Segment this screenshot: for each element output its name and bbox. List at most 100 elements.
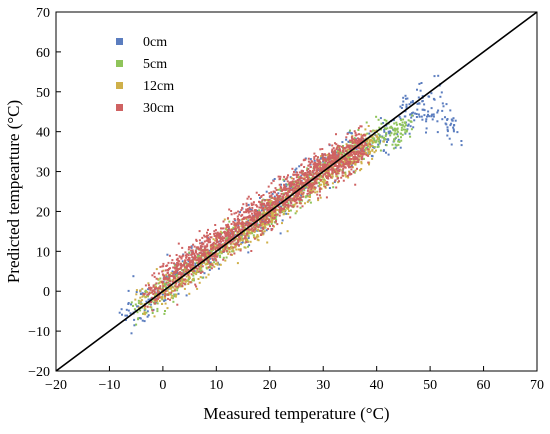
point-30cm (222, 258, 225, 261)
x-tick-label: −10 (98, 378, 120, 393)
point-30cm (269, 225, 271, 228)
point-30cm (267, 219, 270, 222)
point-30cm (266, 209, 269, 212)
point-30cm (281, 195, 284, 198)
point-30cm (293, 170, 295, 173)
point-30cm (203, 252, 206, 255)
point-0cm (445, 103, 448, 106)
x-tick-label: 30 (316, 378, 330, 393)
point-30cm (306, 169, 309, 172)
point-12cm (219, 230, 222, 233)
point-12cm (365, 140, 368, 143)
point-12cm (309, 188, 312, 191)
point-12cm (225, 227, 228, 230)
point-30cm (213, 230, 216, 233)
point-30cm (193, 257, 196, 260)
point-5cm (192, 274, 195, 277)
point-5cm (275, 218, 278, 221)
point-30cm (338, 169, 341, 172)
point-30cm (225, 249, 228, 252)
point-30cm (322, 174, 325, 177)
point-30cm (259, 224, 262, 227)
point-12cm (174, 295, 177, 298)
point-30cm (224, 242, 226, 245)
point-30cm (210, 236, 213, 239)
point-30cm (259, 203, 262, 206)
point-0cm (408, 103, 411, 106)
point-30cm (250, 202, 253, 205)
point-5cm (293, 180, 296, 183)
point-0cm (185, 294, 188, 297)
point-5cm (197, 254, 199, 257)
point-30cm (322, 159, 325, 162)
point-30cm (341, 170, 344, 173)
point-12cm (281, 222, 283, 225)
point-30cm (339, 160, 342, 163)
point-30cm (298, 177, 301, 180)
point-30cm (201, 253, 204, 255)
point-30cm (235, 223, 238, 226)
point-0cm (233, 233, 236, 236)
point-0cm (408, 132, 411, 135)
point-0cm (423, 109, 426, 112)
point-12cm (376, 138, 379, 141)
point-0cm (388, 132, 391, 135)
point-30cm (289, 204, 292, 207)
point-5cm (268, 223, 271, 226)
point-12cm (143, 311, 146, 314)
point-5cm (133, 308, 136, 311)
point-12cm (367, 143, 369, 146)
point-12cm (266, 198, 268, 201)
point-12cm (164, 296, 167, 299)
point-0cm (166, 276, 169, 279)
point-30cm (291, 182, 293, 185)
point-5cm (365, 121, 368, 124)
point-30cm (324, 158, 327, 161)
point-12cm (262, 233, 265, 236)
point-30cm (258, 214, 261, 216)
point-0cm (446, 118, 449, 120)
point-5cm (410, 120, 413, 123)
point-12cm (321, 178, 324, 181)
y-tick-label: 30 (36, 166, 50, 181)
point-12cm (158, 281, 161, 284)
point-30cm (218, 245, 221, 248)
point-5cm (396, 130, 399, 133)
point-30cm (267, 199, 270, 202)
point-30cm (336, 169, 339, 172)
point-12cm (345, 155, 348, 158)
point-30cm (224, 247, 227, 250)
point-30cm (332, 157, 335, 160)
point-0cm (309, 158, 312, 161)
point-12cm (171, 278, 174, 281)
point-30cm (216, 247, 219, 249)
point-30cm (329, 161, 332, 163)
point-5cm (165, 293, 168, 296)
point-0cm (273, 178, 276, 180)
point-30cm (354, 131, 357, 134)
point-12cm (371, 149, 374, 152)
point-30cm (282, 207, 285, 210)
point-5cm (374, 141, 377, 144)
point-12cm (266, 241, 269, 244)
point-30cm (336, 146, 339, 149)
point-30cm (309, 172, 312, 175)
point-5cm (177, 267, 180, 270)
point-30cm (173, 289, 176, 292)
point-30cm (245, 211, 248, 214)
point-30cm (183, 262, 186, 265)
point-5cm (403, 125, 406, 128)
point-5cm (260, 222, 263, 224)
point-30cm (199, 251, 202, 254)
point-30cm (312, 175, 314, 178)
point-30cm (223, 250, 225, 253)
point-5cm (165, 286, 167, 289)
point-30cm (209, 233, 212, 235)
point-12cm (200, 263, 202, 266)
point-12cm (243, 232, 246, 235)
point-30cm (261, 202, 264, 205)
point-30cm (167, 261, 170, 264)
point-30cm (340, 176, 343, 179)
point-30cm (264, 219, 267, 222)
point-30cm (290, 202, 293, 205)
